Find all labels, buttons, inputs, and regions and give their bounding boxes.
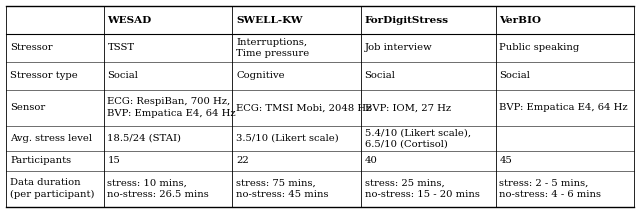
- Text: SWELL-KW: SWELL-KW: [236, 16, 303, 25]
- Text: stress: 25 mins,
no-stress: 15 - 20 mins: stress: 25 mins, no-stress: 15 - 20 mins: [365, 178, 479, 199]
- Text: stress: 10 mins,
no-stress: 26.5 mins: stress: 10 mins, no-stress: 26.5 mins: [108, 178, 209, 199]
- Text: 3.5/10 (Likert scale): 3.5/10 (Likert scale): [236, 134, 339, 143]
- Text: stress: 75 mins,
no-stress: 45 mins: stress: 75 mins, no-stress: 45 mins: [236, 178, 328, 199]
- Text: 45: 45: [499, 156, 513, 165]
- Text: 5.4/10 (Likert scale),
6.5/10 (Cortisol): 5.4/10 (Likert scale), 6.5/10 (Cortisol): [365, 128, 471, 148]
- Text: Data duration
(per participant): Data duration (per participant): [10, 178, 95, 199]
- Text: WESAD: WESAD: [108, 16, 152, 25]
- Text: Cognitive: Cognitive: [236, 71, 285, 80]
- Text: stress: 2 - 5 mins,
no-stress: 4 - 6 mins: stress: 2 - 5 mins, no-stress: 4 - 6 min…: [499, 178, 602, 199]
- Text: Social: Social: [108, 71, 138, 80]
- Text: Social: Social: [365, 71, 396, 80]
- Text: Sensor: Sensor: [10, 103, 45, 112]
- Text: Avg. stress level: Avg. stress level: [10, 134, 92, 143]
- Text: BVP: IOM, 27 Hz: BVP: IOM, 27 Hz: [365, 103, 451, 112]
- Text: ForDigitStress: ForDigitStress: [365, 16, 449, 25]
- Text: Stressor type: Stressor type: [10, 71, 78, 80]
- Text: Stressor: Stressor: [10, 43, 53, 52]
- Text: BVP: Empatica E4, 64 Hz: BVP: Empatica E4, 64 Hz: [499, 103, 628, 112]
- Text: 40: 40: [365, 156, 378, 165]
- Text: Interruptions,
Time pressure: Interruptions, Time pressure: [236, 38, 309, 58]
- Text: 18.5/24 (STAI): 18.5/24 (STAI): [108, 134, 182, 143]
- Text: 22: 22: [236, 156, 249, 165]
- Text: VerBIO: VerBIO: [499, 16, 541, 25]
- Text: Job interview: Job interview: [365, 43, 432, 52]
- Text: TSST: TSST: [108, 43, 134, 52]
- Text: 15: 15: [108, 156, 120, 165]
- Text: ECG: RespiBan, 700 Hz,
BVP: Empatica E4, 64 Hz: ECG: RespiBan, 700 Hz, BVP: Empatica E4,…: [108, 98, 236, 118]
- Text: Public speaking: Public speaking: [499, 43, 580, 52]
- Text: Participants: Participants: [10, 156, 72, 165]
- Text: ECG: TMSI Mobi, 2048 Hz: ECG: TMSI Mobi, 2048 Hz: [236, 103, 371, 112]
- Text: Social: Social: [499, 71, 531, 80]
